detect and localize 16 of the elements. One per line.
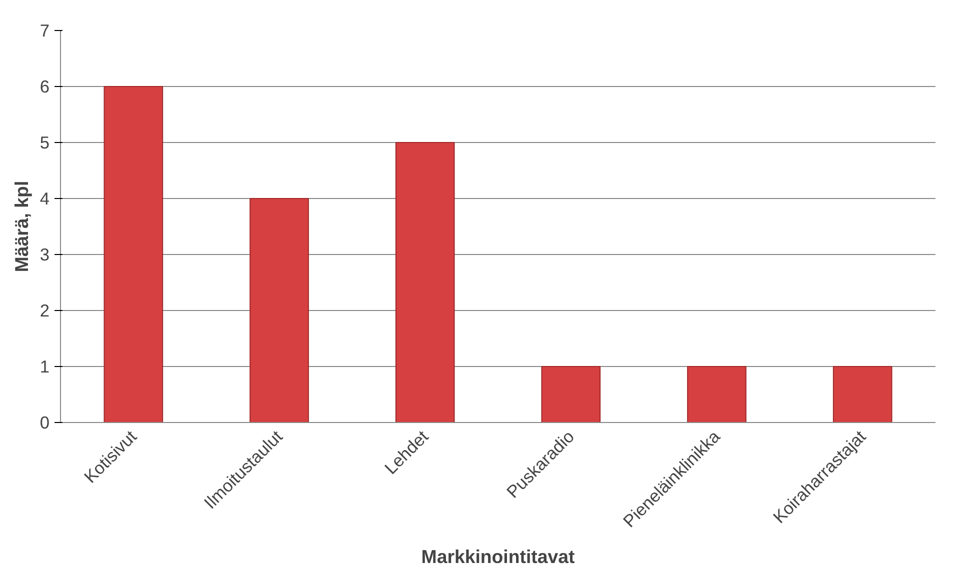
bar	[687, 366, 746, 422]
y-axis-title: Määrä, kpl	[10, 180, 32, 272]
bar	[395, 142, 455, 422]
y-tick-label: 7	[40, 20, 50, 40]
x-axis-title: Markkinointitavat	[421, 546, 575, 568]
y-tick-label: 5	[40, 132, 50, 152]
y-tick-label: 4	[40, 188, 50, 208]
bar	[250, 198, 309, 422]
bar	[832, 366, 892, 422]
y-tick-label: 1	[40, 356, 50, 376]
bar	[541, 366, 601, 422]
y-tick-label: 3	[40, 244, 50, 264]
y-tick-label: 0	[40, 412, 50, 432]
bar	[104, 86, 164, 422]
y-tick-label: 2	[40, 300, 50, 320]
y-tick-label: 6	[40, 76, 50, 96]
